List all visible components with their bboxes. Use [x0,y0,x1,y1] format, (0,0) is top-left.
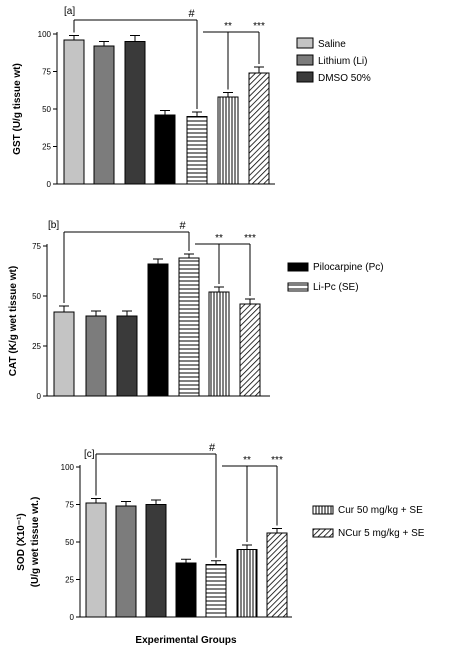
bar-7 [239,303,261,397]
legend-swatch [287,262,309,272]
annotation-hash: # [209,442,216,454]
y-tick-label: 100 [38,30,52,39]
y-tick-label: 50 [65,538,74,547]
y-axis-title-line1: SOD (X10⁻¹) [16,513,27,571]
y-tick-label: 0 [37,392,42,401]
bar-3 [145,504,167,618]
bar-4 [175,562,197,618]
annotation-sig2: *** [244,233,256,244]
y-tick-label: 100 [61,463,75,472]
panel-label: [c] [84,449,95,460]
bar-3 [124,41,146,185]
legend-label: Lithium (Li) [318,56,367,67]
bar-2 [93,45,115,185]
legend-entry-3: DMSO 50% [296,71,371,84]
bar-1 [85,502,107,618]
annotation-hash: # [179,220,186,232]
bar-1 [53,311,75,397]
legend-swatch [296,71,314,83]
bar-5 [178,257,200,397]
legend-label: Pilocarpine (Pc) [313,262,384,273]
legend-entry-5: Li-Pc (SE) [287,282,359,293]
annotation-hash: # [188,8,195,20]
legend-label: Li-Pc (SE) [313,282,359,293]
legend-swatch [296,54,314,66]
bar-4 [147,263,169,397]
panel-label: [b] [48,220,59,231]
bar-5 [205,564,227,618]
y-tick-label: 75 [32,242,41,251]
annotation-sig1: ** [215,233,223,244]
panel-label: [a] [64,6,75,17]
y-tick-label: 25 [32,342,41,351]
y-tick-label: 25 [42,143,51,152]
bar-2 [115,505,137,618]
legend-entry-1: Saline [296,37,346,50]
bar-6 [217,96,239,185]
bar-3 [116,315,138,397]
y-tick-label: 25 [65,576,74,585]
legend-swatch [312,528,334,538]
annotation-sig1: ** [243,455,251,466]
legend-label: Saline [318,39,346,50]
x-axis-title: Experimental Groups [135,635,237,646]
y-axis-title: CAT (K/g wet tissue wt) [8,266,19,376]
bar-1 [63,39,85,185]
legend-label: NCur 5 mg/kg + SE [338,528,425,539]
legend-swatch [287,282,309,292]
legend-entry-6: Cur 50 mg/kg + SE [312,505,423,516]
chart-panel-3: 0 25 50 75 100 [c] SOD (X10⁻¹) (U/g wet tissue … [16,442,292,622]
legend-entry-7: NCur 5 mg/kg + SE [312,528,425,539]
annotation-sig1: ** [224,21,232,32]
bar-6 [208,291,230,397]
legend-swatch [296,37,314,49]
legend-entry-4: Pilocarpine (Pc) [287,262,384,273]
bar-6 [236,549,258,618]
y-tick-label: 50 [42,105,51,114]
bar-7 [266,532,288,618]
annotation-sig2: *** [271,455,283,466]
y-tick-label: 0 [70,613,75,622]
y-tick-label: 0 [47,180,52,189]
legend-label: Cur 50 mg/kg + SE [338,505,423,516]
annotation-sig2: *** [253,21,265,32]
y-tick-label: 75 [42,68,51,77]
y-axis-title-line2: (U/g wet tissue wt.) [30,497,41,588]
y-tick-label: 50 [32,292,41,301]
legend-swatch [312,505,334,515]
y-axis-title: GST (U/g tissue wt) [12,63,23,155]
bar-2 [85,315,107,397]
bar-5 [186,116,208,185]
y-tick-label: 75 [65,501,74,510]
legend-entry-2: Lithium (Li) [296,54,367,67]
legend-label: DMSO 50% [318,73,371,84]
bar-4 [154,114,176,185]
bar-7 [248,72,270,185]
